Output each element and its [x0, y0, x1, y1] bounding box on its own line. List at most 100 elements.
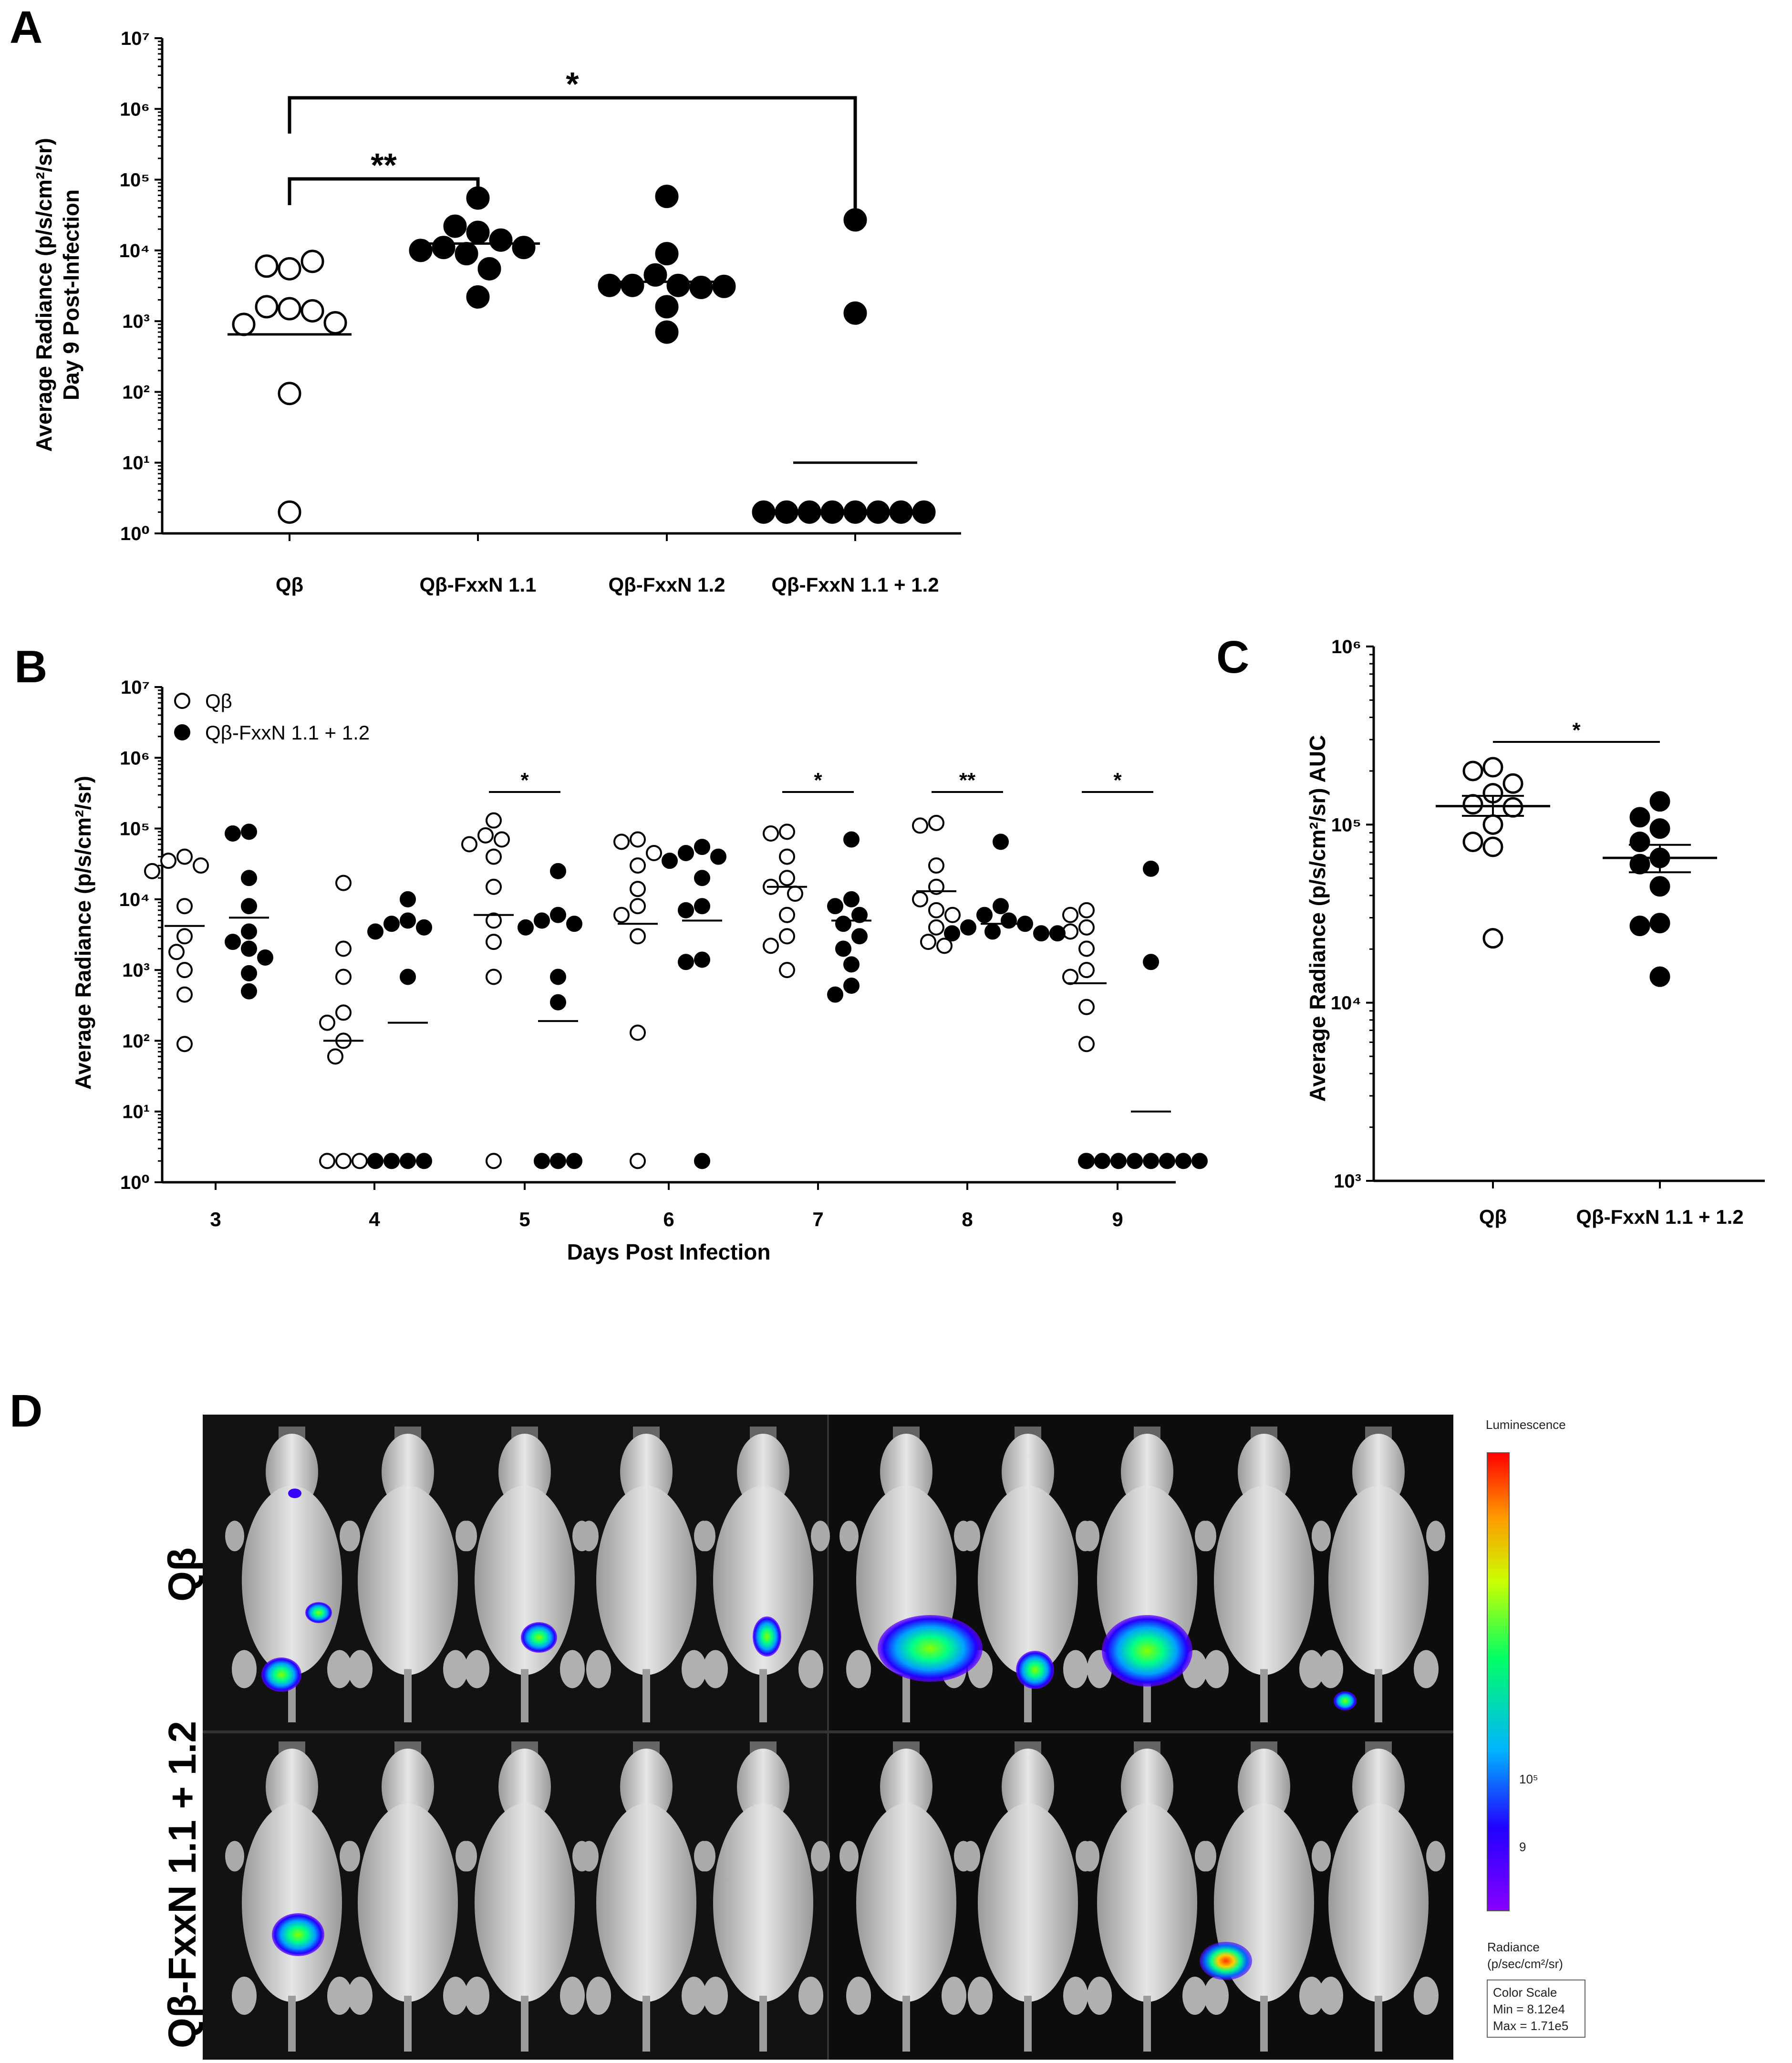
data-point-open — [928, 902, 944, 918]
data-point-filled — [1649, 876, 1670, 897]
mouse-hindpaw — [232, 1977, 257, 2015]
chart-c: Average Radiance (p/s/cm²/sr) AUC 10³ 10⁴… — [1305, 636, 1765, 1228]
data-point-filled — [383, 916, 400, 932]
data-point-open — [255, 254, 279, 278]
data-point-filled — [643, 263, 667, 287]
data-point-open — [335, 940, 352, 957]
mouse-hindpaw — [703, 1977, 728, 2015]
data-point-filled — [866, 500, 890, 524]
y-tick-label: 10⁷ — [121, 28, 150, 49]
data-point-filled — [550, 969, 566, 985]
mouse-forepaw — [1426, 1521, 1445, 1552]
data-point-open — [335, 1153, 352, 1169]
data-point-filled — [798, 500, 821, 524]
x-tick-label: 8 — [962, 1208, 973, 1230]
mouse-hindpaw — [1414, 1977, 1439, 2015]
data-point-open — [335, 875, 352, 891]
mouse-hindpaw — [327, 1977, 352, 2015]
signal-top-7 — [1016, 1651, 1054, 1689]
y-tick-label: 10⁷ — [121, 677, 150, 698]
data-point-open — [630, 831, 646, 848]
data-point-open — [176, 848, 193, 865]
panel-letter-c: C — [1216, 632, 1249, 683]
data-point-filled — [466, 186, 490, 210]
signal-top-3 — [521, 1622, 557, 1653]
mouse-hindpaw — [232, 1650, 257, 1688]
signal-top-1a — [261, 1657, 301, 1692]
data-point-filled — [1049, 925, 1066, 942]
mouse-hindpaw — [560, 1977, 585, 2015]
mouse-head — [737, 1749, 789, 1825]
data-point-filled — [851, 928, 868, 945]
data-point-filled — [843, 500, 867, 524]
data-point-filled — [1649, 791, 1670, 812]
data-point-filled — [1143, 954, 1159, 970]
data-point-filled — [241, 823, 257, 840]
data-point-open — [763, 825, 779, 842]
data-point-filled — [621, 273, 644, 297]
x-tick-label: 9 — [1112, 1208, 1123, 1230]
data-point-open — [928, 857, 944, 874]
y-tick-label: 10² — [122, 1031, 150, 1052]
mouse-body — [358, 1803, 458, 2002]
data-point-filled — [1629, 916, 1650, 937]
mouse-forepaw — [580, 1521, 599, 1552]
legend-marker-filled — [174, 724, 190, 740]
data-point-filled — [598, 273, 622, 297]
data-point-filled — [712, 274, 736, 298]
sig-bracket-2 — [288, 96, 857, 224]
chart-b-xlabel: Days Post Infection — [567, 1240, 771, 1264]
mouse-forepaw — [1080, 1841, 1099, 1872]
data-point-open — [1482, 928, 1503, 949]
mouse-head — [1238, 1749, 1290, 1825]
data-point-open — [630, 898, 646, 915]
x-tick-label: Qβ-FxxN 1.2 — [608, 573, 725, 596]
signal-top-6 — [878, 1615, 983, 1682]
y-tick-label: 10⁶ — [120, 99, 150, 120]
data-point-open — [779, 928, 795, 945]
data-point-filled — [678, 954, 694, 970]
y-tick-label: 10⁴ — [1331, 993, 1361, 1014]
mouse-tail — [642, 1996, 650, 2052]
mouse-body — [358, 1486, 458, 1675]
x-tick-label: 4 — [369, 1208, 380, 1230]
data-point-filled — [889, 500, 913, 524]
legend-marker-open — [174, 693, 190, 709]
data-point-open — [461, 836, 477, 853]
data-point-filled — [416, 1153, 432, 1169]
mouse-hindpaw — [682, 1650, 706, 1688]
mouse-forepaw — [839, 1841, 859, 1872]
chart-c-xticks: Qβ Qβ-FxxN 1.1 + 1.2 — [1479, 1206, 1744, 1228]
mouse-body — [242, 1486, 342, 1675]
data-point-filled — [835, 916, 851, 932]
data-point-filled — [241, 870, 257, 886]
mouse-forepaw — [458, 1841, 477, 1872]
data-point-filled — [655, 242, 679, 266]
mouse-hindpaw — [1087, 1977, 1112, 2015]
mouse-hindpaw — [1299, 1977, 1324, 2015]
mouse-tail — [902, 1669, 910, 1722]
mouse-hindpaw — [348, 1977, 373, 2015]
data-point-open — [630, 857, 646, 874]
mouse-body — [1214, 1486, 1314, 1675]
mouse-forepaw — [961, 1521, 980, 1552]
data-point-open — [327, 1048, 343, 1065]
data-point-open — [763, 938, 779, 954]
data-point-filled — [400, 969, 416, 985]
data-point-filled — [843, 891, 860, 907]
mouse-hindpaw — [348, 1650, 373, 1688]
sig-label: * — [814, 769, 822, 792]
mouse-hindpaw — [1318, 1650, 1343, 1688]
y-tick-label: 10⁴ — [119, 889, 150, 910]
data-point-filled — [827, 986, 843, 1003]
data-point-open — [1078, 902, 1095, 918]
data-point-filled — [550, 863, 566, 879]
data-point-open — [176, 898, 193, 915]
mouse-tail — [1260, 1996, 1268, 2052]
x-tick-label: Qβ — [1479, 1206, 1507, 1228]
data-point-filled — [416, 919, 432, 936]
mouse-body — [242, 1803, 342, 2002]
data-point-filled — [550, 1153, 566, 1169]
mouse-hindpaw — [846, 1650, 871, 1688]
y-tick-label: 10³ — [122, 311, 150, 332]
